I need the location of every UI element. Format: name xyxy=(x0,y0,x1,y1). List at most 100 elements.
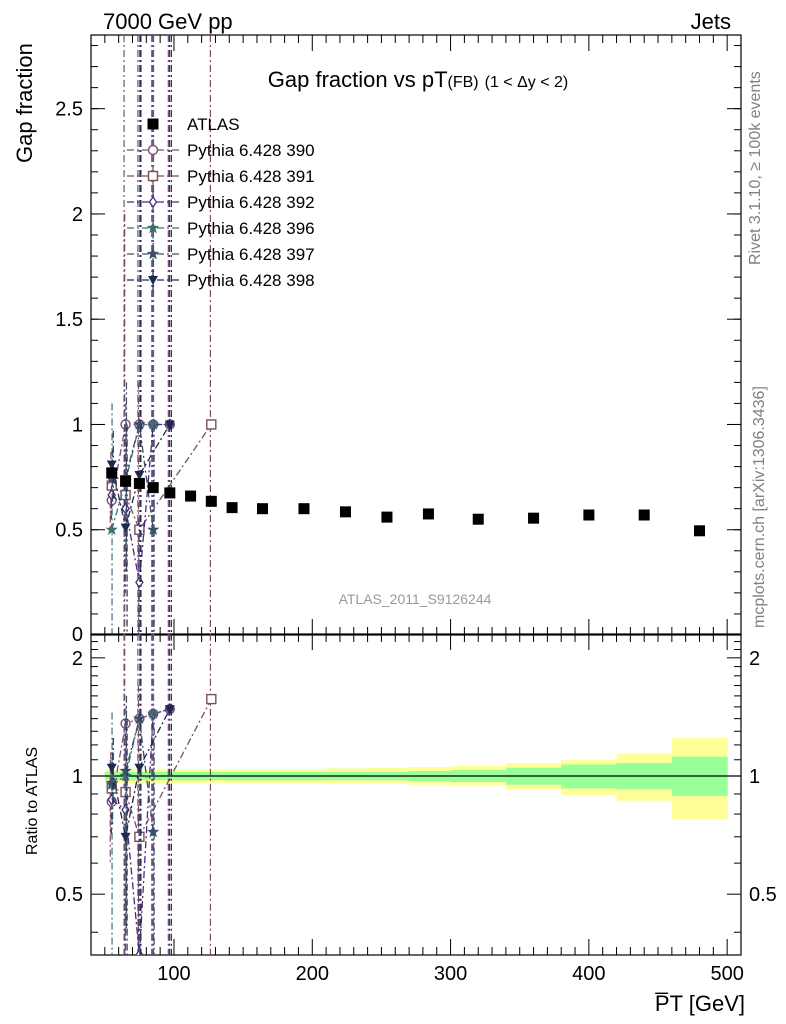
legend-marker xyxy=(148,276,158,285)
legend-marker xyxy=(146,247,160,260)
main-y-axis-label: Gap fraction xyxy=(12,43,37,163)
data-point xyxy=(226,502,238,514)
watermark: ATLAS_2011_S9126244 xyxy=(339,591,492,607)
category-label: Jets xyxy=(691,9,731,34)
ratio-data-point xyxy=(119,764,132,777)
series-line xyxy=(111,423,154,530)
legend-label: Pythia 6.428 398 xyxy=(187,271,315,290)
legend-label: Pythia 6.428 391 xyxy=(187,167,315,186)
legend-marker xyxy=(147,144,159,156)
legend: ATLAS Pythia 6.428 390 Pythia 6.428 391 Pyt… xyxy=(127,115,315,291)
data-point xyxy=(422,508,434,520)
ratio-series-pythia-6-428-398 xyxy=(106,634,175,955)
data-point xyxy=(339,506,351,518)
data-point xyxy=(472,513,484,525)
legend-label: Pythia 6.428 396 xyxy=(187,219,315,238)
ratio-data-point xyxy=(105,776,118,789)
ratio-y-tick-label: 2 xyxy=(72,648,83,670)
legend-entry: Pythia 6.428 390 xyxy=(127,139,315,161)
legend-label: Pythia 6.428 392 xyxy=(187,193,315,212)
data-point xyxy=(105,523,118,535)
main-y-tick-label: 1 xyxy=(72,414,83,436)
x-tick-label: 200 xyxy=(296,963,329,985)
legend-entry: Pythia 6.428 391 xyxy=(127,165,315,187)
data-point xyxy=(205,495,217,507)
data-point xyxy=(120,523,131,533)
x-tick-label: 100 xyxy=(157,963,190,985)
legend-marker xyxy=(147,170,159,182)
data-point xyxy=(298,503,310,515)
legend-entry: Pythia 6.428 396 xyxy=(127,217,315,239)
side-label-bottom: mcplots.cern.ch [arXiv:1306.3436] xyxy=(751,386,768,628)
data-point xyxy=(105,472,118,485)
ratio-y-tick-label: 0.5 xyxy=(55,884,83,906)
x-tick-label: 300 xyxy=(434,963,467,985)
data-point xyxy=(381,511,393,523)
data-point xyxy=(164,420,175,430)
energy-label: 7000 GeV pp xyxy=(103,9,233,34)
data-point xyxy=(164,487,176,499)
ratio-series-line xyxy=(111,708,171,837)
legend-marker xyxy=(146,221,160,234)
ratio-data-point xyxy=(147,707,160,720)
data-point xyxy=(206,419,217,430)
side-label-top: Rivet 3.1.10, ≥ 100k events xyxy=(747,71,764,265)
legend-marker xyxy=(147,118,159,130)
legend-entry: Pythia 6.428 397 xyxy=(127,243,315,265)
x-axis-label: P̅T [GeV] xyxy=(655,991,745,1016)
ratio-series-line xyxy=(111,718,154,833)
data-point xyxy=(106,467,118,479)
ratio-data-point xyxy=(147,825,160,838)
main-panel-frame xyxy=(90,34,742,636)
title-main: Gap fraction vs pT xyxy=(268,67,448,92)
series-pythia-6-428-398 xyxy=(106,35,175,635)
x-tick-label: 400 xyxy=(572,963,605,985)
data-point xyxy=(528,512,540,524)
title-range: (1 < Δy < 2) xyxy=(485,74,569,91)
ratio-data-point xyxy=(119,769,132,782)
legend-marker xyxy=(148,195,158,209)
series-atlas xyxy=(106,467,706,537)
data-point xyxy=(147,418,160,430)
data-point xyxy=(120,475,132,487)
data-point xyxy=(185,490,197,502)
ratio-data-point xyxy=(133,712,146,724)
data-point xyxy=(147,482,159,494)
main-y-tick-label: 0.5 xyxy=(55,520,83,542)
data-point xyxy=(256,503,268,515)
x-tick-label: 500 xyxy=(710,963,743,985)
main-y-tick-label: 1.5 xyxy=(55,309,83,331)
legend-label: Pythia 6.428 390 xyxy=(187,141,315,160)
data-point xyxy=(134,471,145,480)
data-point xyxy=(583,509,595,521)
main-title: Gap fraction vs pT(FB) (1 < Δy < 2) xyxy=(268,67,568,92)
ratio-y-tick-label-right: 0.5 xyxy=(749,884,777,906)
main-y-tick-label: 2.5 xyxy=(55,99,83,121)
ratio-y-tick-label: 1 xyxy=(72,766,83,788)
series-line xyxy=(111,424,212,532)
main-y-tick-label: 2 xyxy=(72,204,83,226)
legend-entry: Pythia 6.428 392 xyxy=(127,191,315,213)
ratio-series-line xyxy=(111,698,212,839)
ratio-y-tick-label-right: 1 xyxy=(749,766,760,788)
ratio-panel: 0.5 0.5 1 1 2 2 100 200 300 400 500 Ratio to ATLAS… xyxy=(24,633,777,1016)
data-point xyxy=(106,460,117,470)
ratio-data-point xyxy=(206,693,217,705)
main-y-tick-label-zero: 0 xyxy=(72,624,83,646)
series-line xyxy=(111,424,154,530)
data-point xyxy=(694,525,706,537)
legend-entry: Pythia 6.428 398 xyxy=(127,269,315,291)
legend-label: ATLAS xyxy=(187,115,240,134)
data-point xyxy=(133,418,146,430)
ratio-panel-frame xyxy=(90,633,742,956)
data-point xyxy=(147,523,160,535)
ratio-data-point xyxy=(134,763,145,773)
ratio-y-tick-label-right: 2 xyxy=(749,648,760,670)
ratio-data-point xyxy=(120,832,131,842)
legend-label: Pythia 6.428 397 xyxy=(187,245,315,264)
series-line xyxy=(111,424,171,528)
title-sub: (FB) xyxy=(448,74,479,91)
ratio-series-line xyxy=(111,713,154,786)
ratio-data-point xyxy=(164,705,175,715)
